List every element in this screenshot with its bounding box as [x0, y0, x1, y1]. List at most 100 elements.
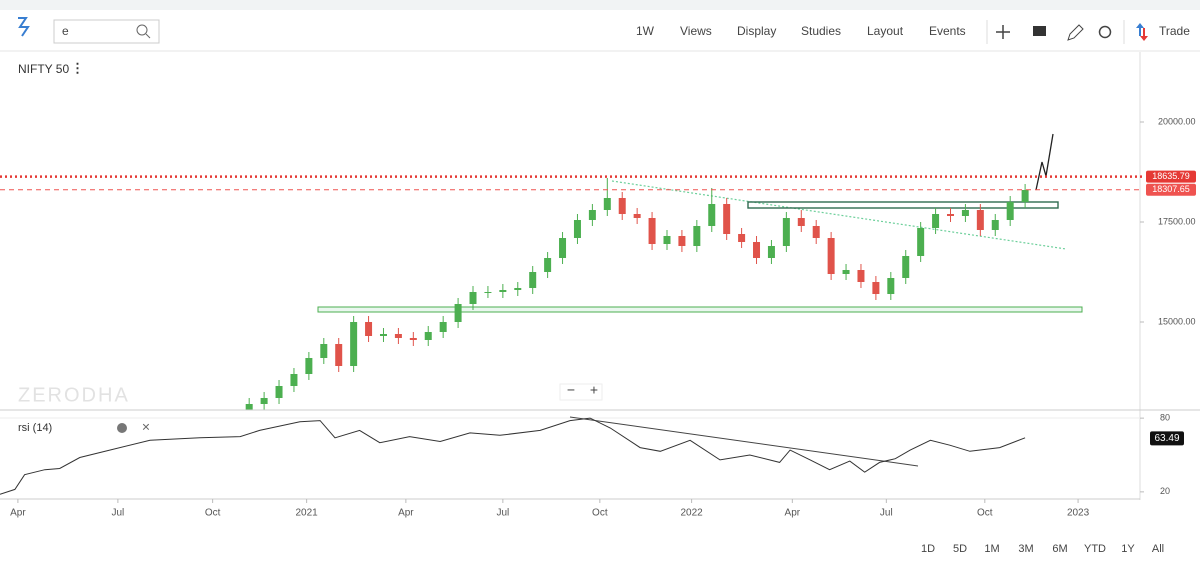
candle-body: [320, 344, 328, 358]
range-button[interactable]: 1D: [921, 543, 935, 555]
candle-body: [290, 374, 298, 386]
candle-body: [559, 238, 567, 258]
candle-body: [678, 236, 686, 246]
reset-icon[interactable]: [1098, 25, 1112, 39]
menu-button[interactable]: Layout: [867, 24, 904, 38]
y-tick-label: 15000.00: [1158, 316, 1196, 326]
x-tick-label: Jul: [880, 508, 893, 519]
candle-body: [469, 292, 477, 304]
range-button[interactable]: All: [1152, 543, 1164, 555]
trade-button[interactable]: Trade: [1159, 24, 1190, 38]
remove-indicator[interactable]: ×: [142, 419, 150, 435]
candle-body: [991, 220, 999, 230]
candle-body: [454, 304, 462, 322]
candle-body: [499, 290, 507, 292]
candle-body: [693, 226, 701, 246]
menu-button[interactable]: Display: [737, 24, 776, 38]
menu-button[interactable]: Views: [680, 24, 712, 38]
price-level-label: 18635.79: [1152, 171, 1190, 181]
candle-body: [365, 322, 373, 336]
price-level-label: 18307.65: [1152, 184, 1190, 194]
candle-body: [1006, 202, 1014, 220]
search-icon[interactable]: [136, 24, 148, 36]
candle-body: [260, 398, 268, 404]
settings-icon[interactable]: [117, 423, 127, 433]
candle-body: [887, 278, 895, 294]
candle-body: [917, 228, 925, 256]
candle-body: [797, 218, 805, 226]
crosshair-icon[interactable]: [996, 25, 1010, 39]
x-tick-label: Apr: [785, 508, 801, 519]
last-value-label: 63.49: [1154, 433, 1179, 444]
candle-body: [514, 288, 522, 290]
rsi-title: rsi (14): [18, 422, 52, 434]
candle-body: [633, 214, 641, 218]
trade-icon[interactable]: [1140, 28, 1148, 41]
watermark: ZERODHA: [18, 384, 130, 406]
trend-line: [611, 180, 1067, 250]
candle-body: [335, 344, 343, 366]
candle-body: [753, 242, 761, 258]
candle-body: [618, 198, 626, 214]
candle-body: [902, 256, 910, 278]
candle-body: [932, 214, 940, 228]
search-text[interactable]: e: [62, 24, 69, 38]
range-button[interactable]: 5D: [953, 543, 967, 555]
range-button[interactable]: 1Y: [1121, 543, 1135, 555]
candle-body: [394, 334, 402, 338]
candle-body: [544, 258, 552, 272]
candle-body: [648, 218, 656, 244]
candle-body: [529, 272, 537, 288]
draw-icon[interactable]: [1067, 24, 1084, 41]
range-button[interactable]: YTD: [1084, 543, 1106, 555]
y-tick-label: 20000.00: [1158, 116, 1196, 126]
zoom-out[interactable]: −: [567, 382, 575, 398]
range-button[interactable]: 1M: [984, 543, 999, 555]
candle-body: [245, 404, 253, 410]
x-tick-label: Oct: [205, 508, 221, 519]
candle-body: [409, 338, 417, 340]
candle-body: [484, 292, 492, 293]
last-value-badge: [1150, 431, 1184, 446]
support-zone: [317, 306, 1083, 313]
zoom-in[interactable]: +: [590, 382, 598, 398]
candle-body: [872, 282, 880, 294]
zoom-controls: [559, 383, 603, 401]
y-tick-label: 20: [1160, 486, 1170, 496]
candle-body: [573, 220, 581, 238]
candle-body: [767, 246, 775, 258]
rsi-trend-line: [569, 416, 919, 467]
candle-body: [782, 218, 790, 246]
comment-icon[interactable]: [1033, 26, 1046, 36]
x-tick-label: Oct: [592, 508, 608, 519]
x-tick-label: 2023: [1067, 508, 1090, 519]
search-icon[interactable]: [145, 33, 151, 39]
candle-body: [827, 238, 835, 274]
range-button[interactable]: 6M: [1052, 543, 1067, 555]
candle-body: [708, 204, 716, 226]
rsi-line: [0, 417, 1026, 495]
candle-body: [946, 214, 954, 216]
trade-icon[interactable]: [1136, 23, 1144, 36]
x-tick-label: 2022: [680, 508, 703, 519]
price-level-badge: [1146, 170, 1196, 183]
candle-body: [439, 322, 447, 332]
candle-body: [1021, 190, 1029, 202]
menu-button[interactable]: Events: [929, 24, 966, 38]
interval-button[interactable]: 1W: [636, 24, 655, 38]
menu-button[interactable]: Studies: [801, 24, 841, 38]
candle-body: [275, 386, 283, 398]
projection-arrow: [1035, 133, 1054, 191]
x-tick-label: Apr: [10, 508, 26, 519]
range-button[interactable]: 3M: [1018, 543, 1033, 555]
search-box[interactable]: [53, 19, 160, 44]
y-tick-label: 17500.00: [1158, 216, 1196, 226]
candle-body: [812, 226, 820, 238]
symbol-menu[interactable]: ⋮: [71, 60, 84, 75]
candle-body: [305, 358, 313, 374]
candle-body: [350, 322, 358, 366]
candle-body: [976, 210, 984, 230]
candle-body: [857, 270, 865, 282]
y-tick-label: 80: [1160, 413, 1170, 423]
